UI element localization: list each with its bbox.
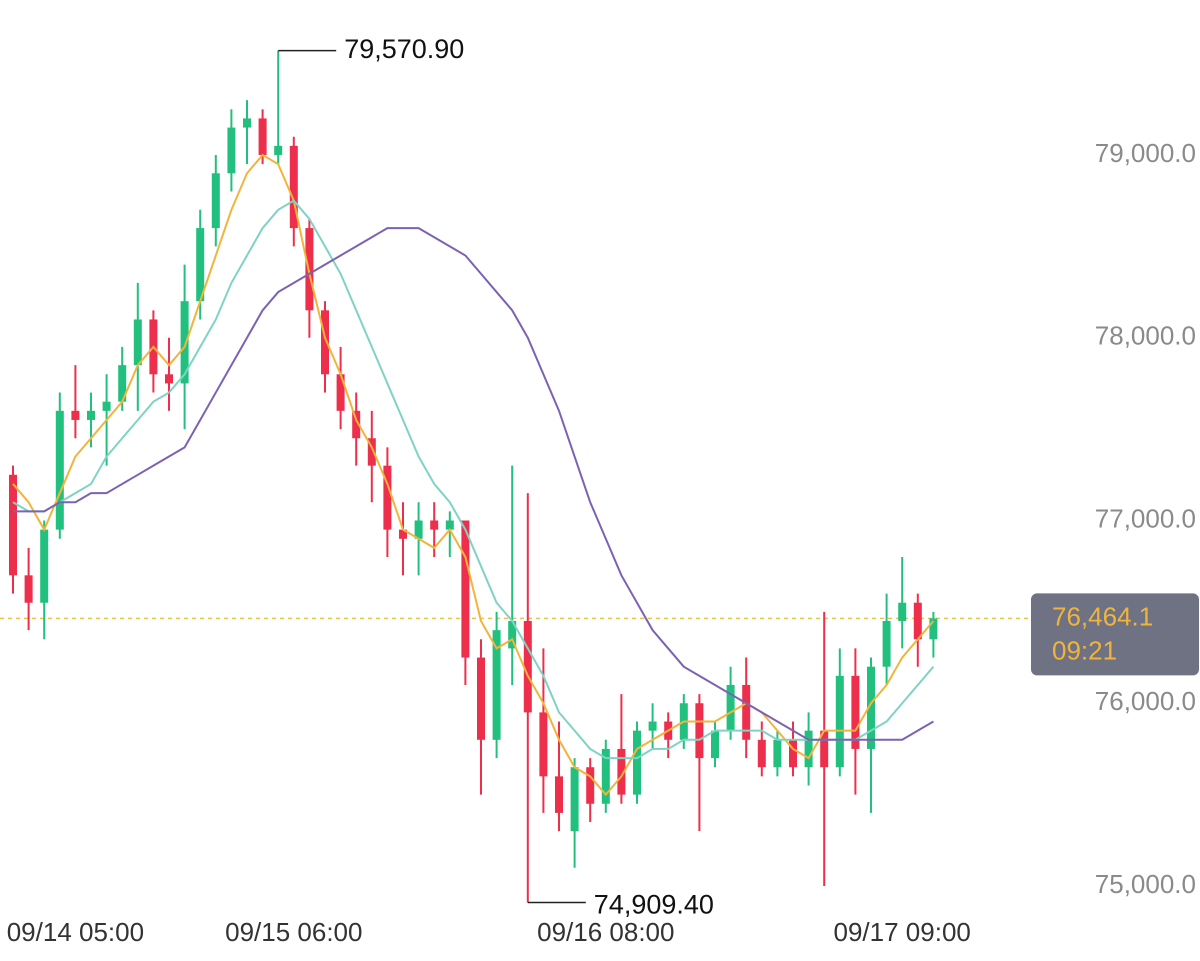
- candle-body: [430, 520, 439, 530]
- candle-body: [243, 118, 251, 128]
- candle-body: [711, 730, 719, 759]
- candle-body: [789, 739, 797, 768]
- candle-body: [898, 602, 907, 622]
- moving-average-line: [12, 199, 935, 760]
- candle-body: [851, 675, 860, 749]
- candle-body: [165, 374, 173, 384]
- candle-body: [196, 228, 205, 302]
- candle-body: [227, 127, 236, 174]
- candle-body: [617, 748, 626, 795]
- moving-average-line: [12, 153, 935, 797]
- candle-body: [383, 465, 392, 530]
- candle-body: [180, 301, 189, 384]
- candle-body: [414, 520, 423, 539]
- x-tick-label: 09/15 06:00: [225, 917, 362, 947]
- current-price-label: 76,464.1: [1052, 601, 1153, 631]
- moving-average-line: [13, 227, 934, 741]
- candle-body: [804, 730, 813, 768]
- y-tick-label: 76,000.0: [1095, 686, 1196, 716]
- candle-body: [55, 410, 64, 530]
- x-tick-label: 09/17 09:00: [834, 917, 971, 947]
- candle-body: [929, 618, 938, 640]
- high-label: 79,570.90: [344, 34, 464, 64]
- x-tick-label: 09/14 05:00: [7, 917, 144, 947]
- candle-body: [570, 767, 579, 832]
- candle-body: [367, 438, 376, 466]
- candle-body: [555, 776, 563, 813]
- candle-body: [648, 721, 657, 731]
- candle-body: [87, 410, 95, 420]
- candle-body: [24, 575, 33, 603]
- x-tick-label: 09/16 08:00: [537, 917, 674, 947]
- candle-body: [9, 474, 17, 576]
- candle-body: [352, 410, 361, 439]
- candle-body: [289, 145, 298, 229]
- current-price-badge: [1031, 593, 1199, 676]
- candle-body: [258, 118, 267, 155]
- current-price-countdown: 09:21: [1052, 635, 1117, 665]
- candle-body: [695, 703, 704, 759]
- candle-body: [820, 730, 829, 768]
- candle-body: [601, 748, 610, 804]
- candle-body: [40, 529, 49, 603]
- candle-body: [445, 520, 454, 530]
- candle-body: [757, 739, 766, 768]
- candle-body: [913, 602, 922, 640]
- candle-body: [835, 675, 844, 768]
- candle-body: [586, 767, 595, 804]
- candle-body: [399, 529, 407, 539]
- candle-body: [336, 374, 345, 411]
- y-tick-label: 75,000.0: [1095, 869, 1196, 899]
- candle-body: [633, 730, 641, 795]
- candle-body: [211, 173, 220, 229]
- candle-body: [71, 410, 80, 420]
- y-tick-label: 77,000.0: [1095, 503, 1196, 533]
- candle-body: [492, 630, 501, 740]
- candle-body: [726, 684, 735, 731]
- y-tick-label: 78,000.0: [1095, 321, 1196, 351]
- candle-body: [321, 310, 329, 375]
- y-tick-label: 79,000.0: [1095, 138, 1196, 168]
- candle-body: [477, 657, 485, 740]
- candle-body: [867, 666, 875, 749]
- candle-body: [118, 365, 127, 402]
- low-label: 74,909.40: [594, 890, 714, 920]
- candle-body: [539, 712, 548, 777]
- candle-body: [882, 621, 891, 667]
- candle-body: [133, 319, 142, 366]
- candle-body: [461, 520, 470, 658]
- candle-body: [102, 401, 111, 411]
- candle-body: [523, 621, 532, 713]
- candle-body: [773, 739, 782, 768]
- candle-body: [508, 621, 517, 649]
- candle-body: [742, 684, 751, 740]
- candle-body: [274, 145, 283, 155]
